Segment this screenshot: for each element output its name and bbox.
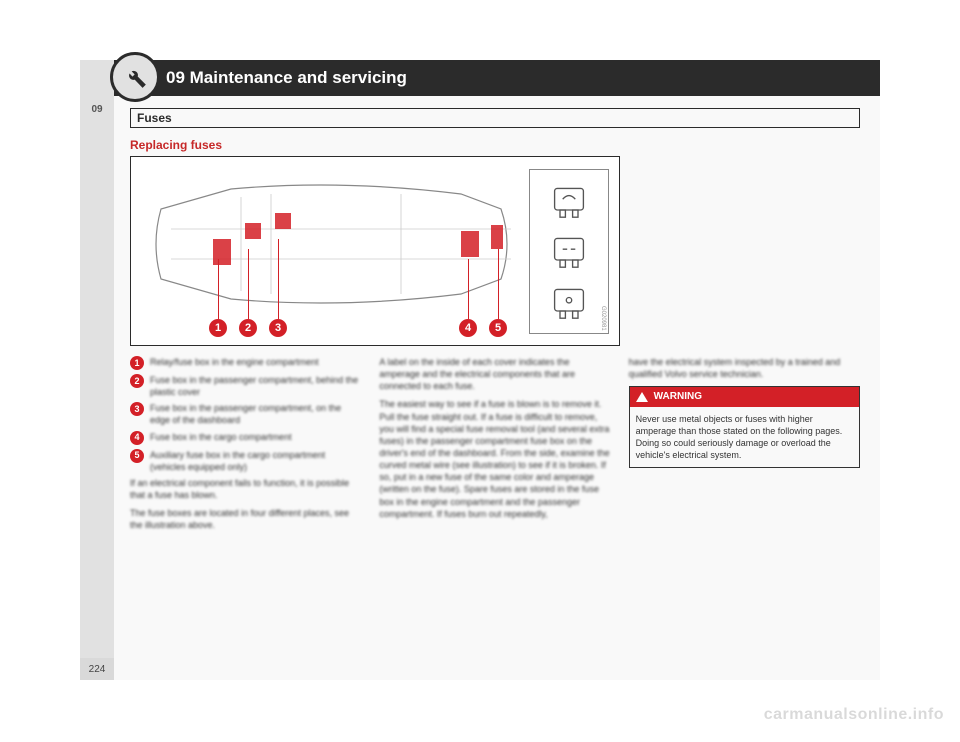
legend-text: Fuse box in the cargo compartment — [150, 431, 361, 443]
banner-title: 09 Maintenance and servicing — [166, 68, 407, 88]
body-para: If an electrical component fails to func… — [130, 477, 361, 501]
callout-badge-1: 1 — [209, 319, 227, 337]
legend-item: 1 Relay/fuse box in the engine compartmen… — [130, 356, 361, 370]
body-columns: 1 Relay/fuse box in the engine compartmen… — [130, 356, 860, 537]
legend-badge: 1 — [130, 356, 144, 370]
warning-box: WARNING Never use metal objects or fuses… — [629, 386, 860, 468]
callout-line — [218, 259, 219, 319]
legend-badge: 4 — [130, 431, 144, 445]
column-3: have the electrical system inspected by … — [629, 356, 860, 537]
section-title: Fuses — [137, 111, 172, 125]
callout-badge-5: 5 — [489, 319, 507, 337]
warning-body: Never use metal objects or fuses with hi… — [630, 407, 859, 468]
body-para: have the electrical system inspected by … — [629, 356, 860, 380]
body-para: The fuse boxes are located in four diffe… — [130, 507, 361, 531]
callout-line — [498, 249, 499, 319]
fuse-icon — [551, 283, 587, 321]
callout-badge-3: 3 — [269, 319, 287, 337]
chapter-tab-number: 09 — [80, 104, 114, 115]
column-2: A label on the inside of each cover indi… — [379, 356, 610, 537]
page-number: 224 — [80, 658, 114, 680]
callout-badge-4: 4 — [459, 319, 477, 337]
legend-item: 5 Auxiliary fuse box in the cargo compart… — [130, 449, 361, 473]
legend-item: 2 Fuse box in the passenger compartment, … — [130, 374, 361, 398]
legend-badge: 5 — [130, 449, 144, 463]
fuse-inset: G020981 — [529, 169, 609, 334]
callout-line — [468, 259, 469, 319]
column-1: 1 Relay/fuse box in the engine compartmen… — [130, 356, 361, 537]
wrench-icon — [110, 52, 160, 102]
body-para: The easiest way to see if a fuse is blow… — [379, 398, 610, 519]
fuse-icon — [551, 232, 587, 270]
legend-text: Fuse box in the passenger compartment, o… — [150, 402, 361, 426]
legend-text: Relay/fuse box in the engine compartment — [150, 356, 361, 368]
legend-text: Fuse box in the passenger compartment, b… — [150, 374, 361, 398]
legend-text: Auxiliary fuse box in the cargo compartm… — [150, 449, 361, 473]
diagram-code: G020981 — [600, 306, 606, 331]
legend-item: 4 Fuse box in the cargo compartment — [130, 431, 361, 445]
callout-line — [278, 239, 279, 319]
section-title-bar: Fuses — [130, 108, 860, 128]
legend-badge: 2 — [130, 374, 144, 388]
warning-label: WARNING — [654, 390, 702, 404]
chapter-tab: 09 — [80, 60, 114, 680]
fuse-icon — [551, 182, 587, 220]
vehicle-fuse-diagram: 1 2 3 4 5 G020981 — [130, 156, 620, 346]
warning-header: WARNING — [630, 387, 859, 407]
legend-item: 3 Fuse box in the passenger compartment, … — [130, 402, 361, 426]
legend-badge: 3 — [130, 402, 144, 416]
callout-line — [248, 249, 249, 319]
chapter-banner: 09 Maintenance and servicing — [114, 60, 880, 96]
callout-badge-2: 2 — [239, 319, 257, 337]
manual-page: 09 224 09 Maintenance and servicing Fuse… — [80, 60, 880, 680]
warning-triangle-icon — [636, 392, 648, 402]
car-outline-icon — [141, 169, 521, 319]
subheading: Replacing fuses — [130, 138, 222, 152]
watermark: carmanualsonline.info — [764, 706, 944, 724]
body-para: A label on the inside of each cover indi… — [379, 356, 610, 392]
